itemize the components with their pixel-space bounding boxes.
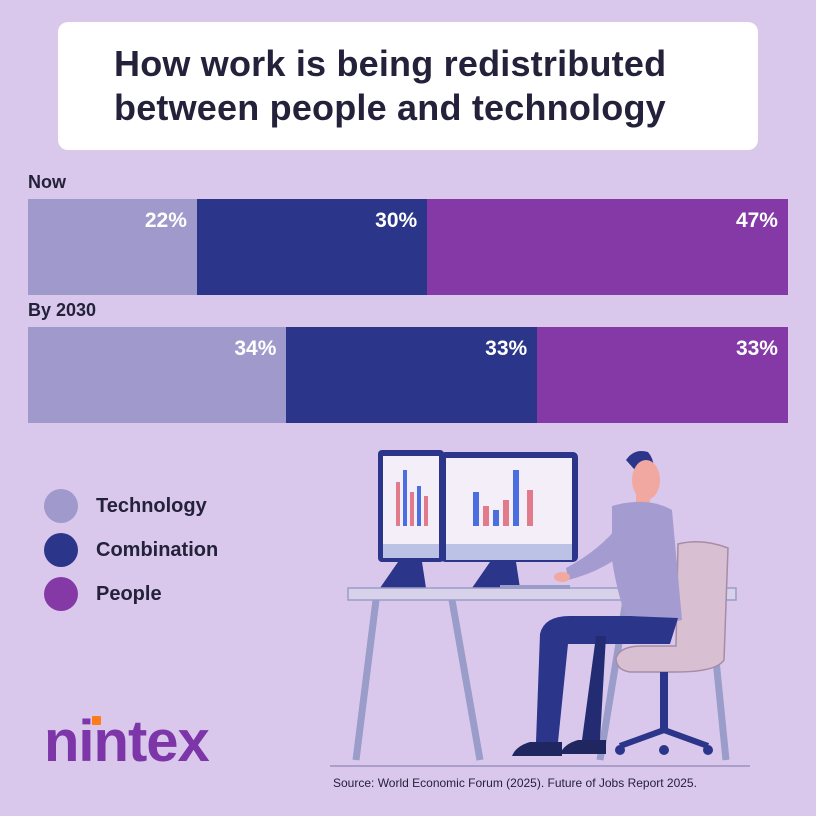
legend-label-people: People [96,582,162,605]
person-shoe-left [512,742,562,756]
chair-base [618,726,710,749]
value-label-technology-0: 22% [144,209,187,232]
logo-accent-dot [92,716,101,725]
person-arm [566,524,634,580]
keyboard [500,585,570,589]
person-head [632,460,660,500]
person-hand [554,572,570,582]
person-shoe-right [560,740,606,754]
bar-segment-people-0: 47% [427,199,788,295]
source-note: Source: World Economic Forum (2025). Fut… [333,776,697,790]
value-label-combination-0: 30% [375,209,418,232]
row-label-now: Now [28,172,66,192]
bar-segment-combination-0: 30% [196,199,428,295]
person-legs [536,616,678,742]
value-label-combination-1: 33% [485,337,528,360]
legend-swatch-people [44,577,78,611]
nintex-logo: nintex [44,709,210,774]
legend-label-combination: Combination [96,538,219,561]
monitor-main-chart-icon [473,470,533,526]
title-card: How work is being redistributed between … [58,22,758,150]
monitor-left-bezel [383,544,439,558]
value-label-people-0: 47% [735,209,778,232]
legend-item-people: People [44,572,218,616]
bar-segment-technology-0: 22% [28,199,197,295]
legend-item-technology: Technology [44,484,218,528]
bar-segment-people-1: 33% [537,327,788,423]
legend: Technology Combination People [44,484,218,616]
bar-segment-combination-1: 33% [286,327,538,423]
value-label-people-1: 33% [735,337,778,360]
legend-swatch-technology [44,489,78,523]
legend-swatch-combination [44,533,78,567]
row-label-2030: By 2030 [28,300,97,320]
person-at-computer-illustration [330,450,750,767]
bar-segment-technology-1: 34% [28,327,287,423]
monitor-left-chart-icon [396,470,428,526]
legend-label-technology: Technology [96,494,207,517]
legend-item-combination: Combination [44,528,218,572]
chart-title: How work is being redistributed between … [114,43,667,128]
monitor-left-stand [380,562,426,588]
person-torso [612,501,682,632]
chair-post [660,672,668,732]
value-label-technology-1: 34% [234,337,277,360]
monitor-main-bezel [446,544,572,560]
desk-leg-left [352,599,380,761]
desk-leg-mid [448,599,484,761]
monitor-main-stand [472,562,520,588]
stacked-bar-2030: 34% 33% 33% [28,327,788,423]
stacked-bar-now: 22% 30% 47% [28,199,788,295]
chair-back [615,541,729,673]
